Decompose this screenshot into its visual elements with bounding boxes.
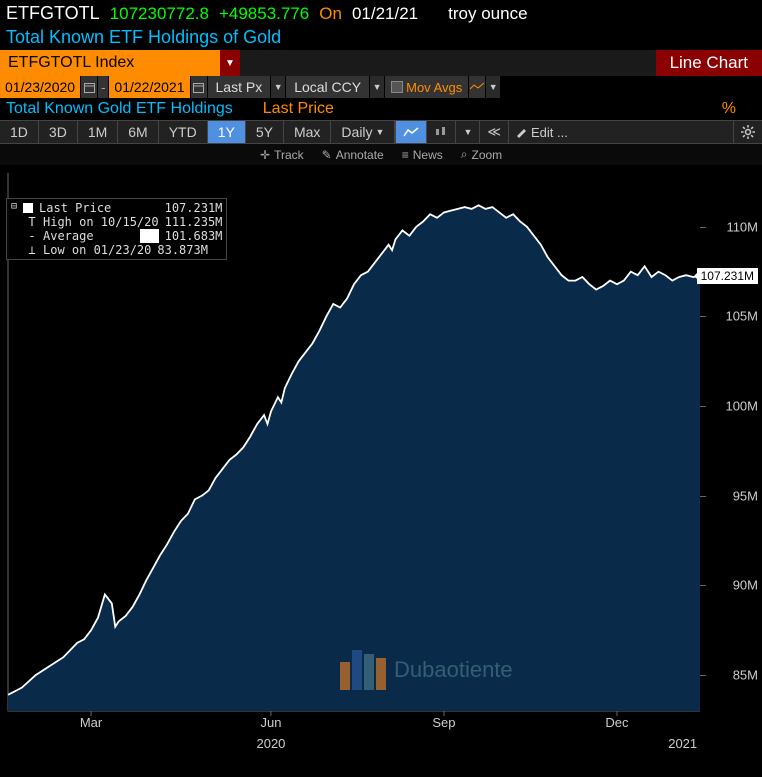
range-toolbar: 1D3D1M6MYTD1Y5YMax Daily ▼ ▼ ≪ Edit ...: [0, 120, 762, 144]
x-year-label: 2021: [668, 736, 697, 751]
chevron-down-icon[interactable]: ▼: [370, 76, 384, 98]
stat-avg-label: Average: [43, 229, 94, 243]
price-change: +49853.776: [219, 4, 309, 24]
stat-low-value: 83.873M: [157, 243, 208, 257]
chevron-left-icon[interactable]: ≪: [479, 121, 508, 143]
range-1d-button[interactable]: 1D: [0, 121, 39, 143]
chart-type-button[interactable]: [395, 121, 426, 143]
stat-avg-value: 101.683M: [165, 229, 223, 243]
mov-avgs-label: Mov Avgs: [406, 80, 462, 95]
price-value: 107230772.8: [110, 4, 209, 24]
stat-last-label: Last Price: [39, 201, 111, 215]
y-tick-label: 95M: [733, 488, 758, 503]
edit-label: Edit ...: [531, 125, 568, 140]
calendar-to-icon[interactable]: [191, 76, 207, 98]
x-tick-label: Jun: [260, 715, 281, 730]
period-label: Daily: [341, 124, 372, 140]
mov-avgs-toggle[interactable]: Mov Avgs: [385, 76, 468, 98]
range-6m-button[interactable]: 6M: [118, 121, 158, 143]
sub-toolbar: ✛ Track ✎ Annotate ≡ News ⌕ Zoom: [0, 144, 762, 165]
chevron-down-icon[interactable]: ▼: [486, 76, 500, 98]
range-5y-button[interactable]: 5Y: [246, 121, 284, 143]
unit-label: troy ounce: [448, 4, 527, 24]
calendar-from-icon[interactable]: [81, 76, 97, 98]
toolbar-ticker-row: ETFGTOTL Index ▼ Line Chart: [0, 50, 762, 76]
ticker-input[interactable]: ETFGTOTL Index: [0, 50, 220, 76]
x-tick-label: Dec: [605, 715, 628, 730]
on-label: On: [319, 4, 342, 24]
period-select[interactable]: Daily ▼: [331, 121, 395, 143]
range-1y-button[interactable]: 1Y: [208, 121, 246, 143]
checkbox-icon[interactable]: [391, 81, 403, 93]
annotate-button[interactable]: ✎ Annotate: [322, 147, 384, 162]
price-type-select[interactable]: Last Px: [208, 76, 271, 98]
toolbar-date-row: 01/23/2020 - 01/22/2021 Last Px ▼ Local …: [0, 76, 762, 98]
crosshair-icon: ✛: [260, 148, 270, 162]
ticker-dropdown-button[interactable]: ▼: [220, 50, 240, 76]
page-subtitle: Total Known ETF Holdings of Gold: [0, 27, 762, 50]
watermark-text: Dubaotiente: [394, 657, 513, 683]
y-tick-label: 90M: [733, 578, 758, 593]
date-separator: -: [98, 76, 108, 98]
stat-high-label: High on 10/15/20: [43, 215, 159, 229]
track-button[interactable]: ✛ Track: [260, 147, 304, 162]
track-label: Track: [274, 148, 304, 162]
stat-high-value: 111.235M: [165, 215, 223, 229]
series-type: Last Price: [263, 100, 334, 118]
news-icon: ≡: [402, 148, 409, 162]
y-tick-label: 100M: [725, 399, 758, 414]
stats-legend: ⊟Last Price107.231M THigh on 10/15/20 11…: [6, 198, 227, 260]
pct-label: %: [722, 100, 736, 118]
range-1m-button[interactable]: 1M: [78, 121, 118, 143]
y-tick-label: 85M: [733, 668, 758, 683]
range-3d-button[interactable]: 3D: [39, 121, 78, 143]
x-tick-label: Sep: [432, 715, 455, 730]
stat-low-label: Low on 01/23/20: [43, 243, 151, 257]
range-ytd-button[interactable]: YTD: [159, 121, 208, 143]
pencil-icon: ✎: [322, 148, 332, 162]
news-label: News: [413, 148, 443, 162]
candlestick-button[interactable]: [426, 121, 455, 143]
date-from-input[interactable]: 01/23/2020: [0, 76, 80, 98]
range-max-button[interactable]: Max: [284, 121, 331, 143]
annotate-label: Annotate: [336, 148, 384, 162]
ticker-symbol: ETFGTOTL: [6, 3, 100, 24]
news-button[interactable]: ≡ News: [402, 147, 443, 162]
y-axis: 85M90M95M100M105M110M107.231M: [708, 173, 758, 711]
x-year-label: 2020: [256, 736, 285, 751]
mov-avgs-icon[interactable]: [469, 76, 485, 98]
edit-button[interactable]: Edit ...: [508, 121, 575, 143]
zoom-label: Zoom: [472, 148, 503, 162]
y-tick-label: 105M: [725, 309, 758, 324]
date-to-input[interactable]: 01/22/2021: [109, 76, 189, 98]
watermark: Dubaotiente: [340, 650, 513, 690]
stat-last-value: 107.231M: [165, 201, 223, 215]
price-date: 01/21/21: [352, 4, 418, 24]
chart-type-label[interactable]: Line Chart: [656, 50, 762, 76]
y-tick-label: 110M: [726, 219, 758, 234]
chevron-down-icon[interactable]: ▼: [455, 121, 479, 143]
zoom-button[interactable]: ⌕ Zoom: [461, 147, 502, 162]
x-tick-label: Mar: [80, 715, 102, 730]
series-name: Total Known Gold ETF Holdings: [6, 100, 233, 118]
settings-button[interactable]: [733, 121, 762, 143]
currency-select[interactable]: Local CCY: [286, 76, 369, 98]
last-price-badge: 107.231M: [697, 268, 758, 284]
chevron-down-icon[interactable]: ▼: [271, 76, 285, 98]
x-axis: MarJunSepDec20202021: [0, 715, 702, 735]
zoom-icon: ⌕: [461, 147, 468, 162]
